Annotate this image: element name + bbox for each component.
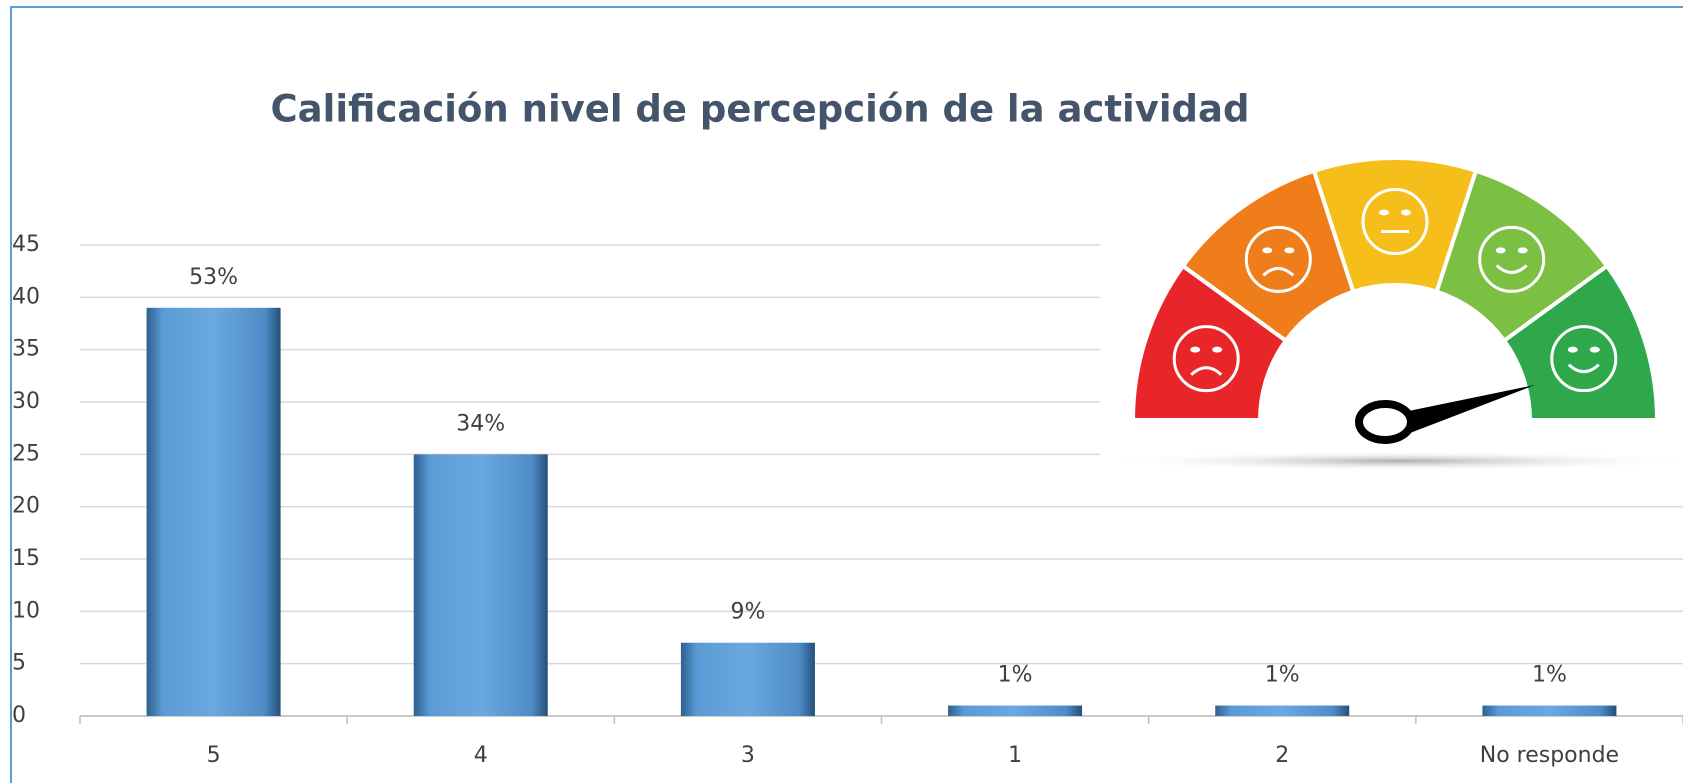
- y-tick-label: 10: [12, 598, 40, 623]
- data-label: 9%: [730, 600, 765, 625]
- x-tick-label: No responde: [1480, 743, 1619, 768]
- face-eye: [1518, 247, 1528, 253]
- face-eye: [1401, 210, 1411, 216]
- chart-title: Calificación nivel de percepción de la a…: [271, 88, 1250, 131]
- y-tick-label: 20: [12, 494, 40, 519]
- data-label: 34%: [456, 411, 505, 436]
- data-label: 1%: [1532, 663, 1567, 688]
- bar: [414, 454, 548, 716]
- gauge-hub: [1359, 404, 1411, 440]
- face-eye: [1212, 347, 1222, 353]
- x-tick-label: 5: [207, 743, 221, 768]
- face-eye: [1590, 347, 1600, 353]
- y-tick-label: 40: [12, 284, 40, 309]
- x-tick-label: 3: [741, 743, 755, 768]
- data-label: 1%: [1265, 663, 1300, 688]
- y-tick-label: 0: [12, 703, 26, 728]
- face-eye: [1379, 210, 1389, 216]
- face-eye: [1284, 247, 1294, 253]
- chart: Calificación nivel de percepción de la a…: [0, 0, 1683, 783]
- x-tick-label: 2: [1275, 743, 1289, 768]
- bar: [948, 706, 1082, 716]
- face-eye: [1496, 247, 1506, 253]
- data-label: 1%: [998, 663, 1033, 688]
- face-eye: [1568, 347, 1578, 353]
- x-tick-label: 4: [474, 743, 488, 768]
- gauge-shadow: [1100, 451, 1683, 471]
- y-tick-label: 5: [12, 651, 26, 676]
- y-tick-label: 35: [12, 337, 40, 362]
- face-eye: [1190, 347, 1200, 353]
- y-tick-label: 45: [12, 232, 40, 257]
- y-tick-label: 25: [12, 441, 40, 466]
- bar: [681, 643, 815, 716]
- face-eye: [1262, 247, 1272, 253]
- y-tick-label: 15: [12, 546, 40, 571]
- y-tick-label: 30: [12, 389, 40, 414]
- bar: [147, 308, 281, 716]
- bar: [1215, 706, 1349, 716]
- x-tick-label: 1: [1008, 743, 1022, 768]
- bar: [1482, 706, 1616, 716]
- gauge-illustration: [1100, 158, 1683, 471]
- data-label: 53%: [189, 265, 238, 290]
